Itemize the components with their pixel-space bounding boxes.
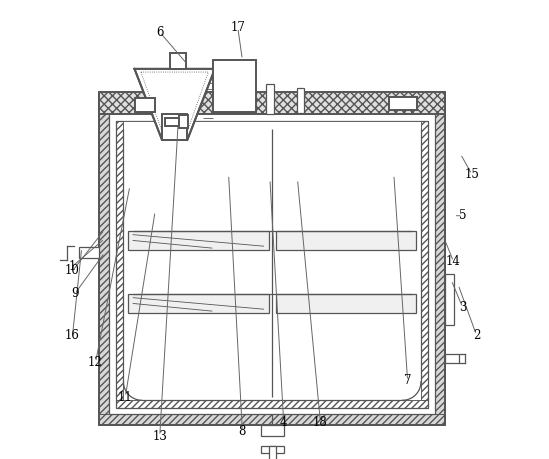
Bar bbox=[128, 294, 268, 313]
Text: 3: 3 bbox=[459, 301, 467, 314]
Bar bbox=[421, 121, 428, 400]
Bar bbox=[266, 84, 273, 114]
Text: 8: 8 bbox=[239, 425, 246, 438]
Bar bbox=[276, 294, 416, 313]
Text: 4: 4 bbox=[280, 416, 288, 429]
Bar bbox=[445, 354, 459, 363]
Bar bbox=[99, 94, 445, 425]
Bar bbox=[261, 425, 284, 436]
Bar bbox=[124, 121, 421, 400]
Bar bbox=[116, 121, 428, 408]
Bar bbox=[170, 53, 186, 69]
Bar bbox=[445, 274, 455, 325]
Text: 2: 2 bbox=[473, 329, 480, 341]
Text: 13: 13 bbox=[152, 430, 167, 442]
Bar bbox=[165, 118, 185, 126]
Bar bbox=[116, 400, 428, 408]
Bar bbox=[116, 121, 124, 400]
Bar bbox=[128, 231, 268, 250]
Text: 18: 18 bbox=[313, 416, 328, 429]
Text: 6: 6 bbox=[156, 26, 164, 39]
Bar bbox=[268, 446, 276, 459]
Bar bbox=[296, 88, 304, 113]
Bar bbox=[212, 60, 256, 112]
Bar bbox=[99, 414, 445, 425]
Bar bbox=[135, 98, 155, 112]
Text: 10: 10 bbox=[65, 264, 80, 277]
Bar bbox=[99, 94, 109, 414]
Bar bbox=[109, 104, 435, 414]
Text: 5: 5 bbox=[459, 209, 467, 222]
Bar bbox=[261, 446, 284, 453]
Text: 17: 17 bbox=[231, 21, 245, 34]
Text: 9: 9 bbox=[71, 287, 79, 300]
Text: 11: 11 bbox=[118, 391, 133, 403]
Bar bbox=[180, 115, 188, 128]
Polygon shape bbox=[135, 69, 215, 140]
Text: 16: 16 bbox=[65, 329, 80, 341]
Text: 12: 12 bbox=[88, 356, 103, 369]
Bar bbox=[389, 97, 417, 110]
Text: 7: 7 bbox=[404, 375, 411, 387]
Text: 1: 1 bbox=[69, 260, 76, 273]
Text: 14: 14 bbox=[446, 255, 461, 268]
Bar bbox=[99, 92, 445, 114]
Bar bbox=[79, 247, 99, 258]
Bar bbox=[162, 114, 187, 140]
Text: 15: 15 bbox=[464, 168, 479, 181]
Bar bbox=[276, 231, 416, 250]
Bar bbox=[435, 94, 445, 414]
